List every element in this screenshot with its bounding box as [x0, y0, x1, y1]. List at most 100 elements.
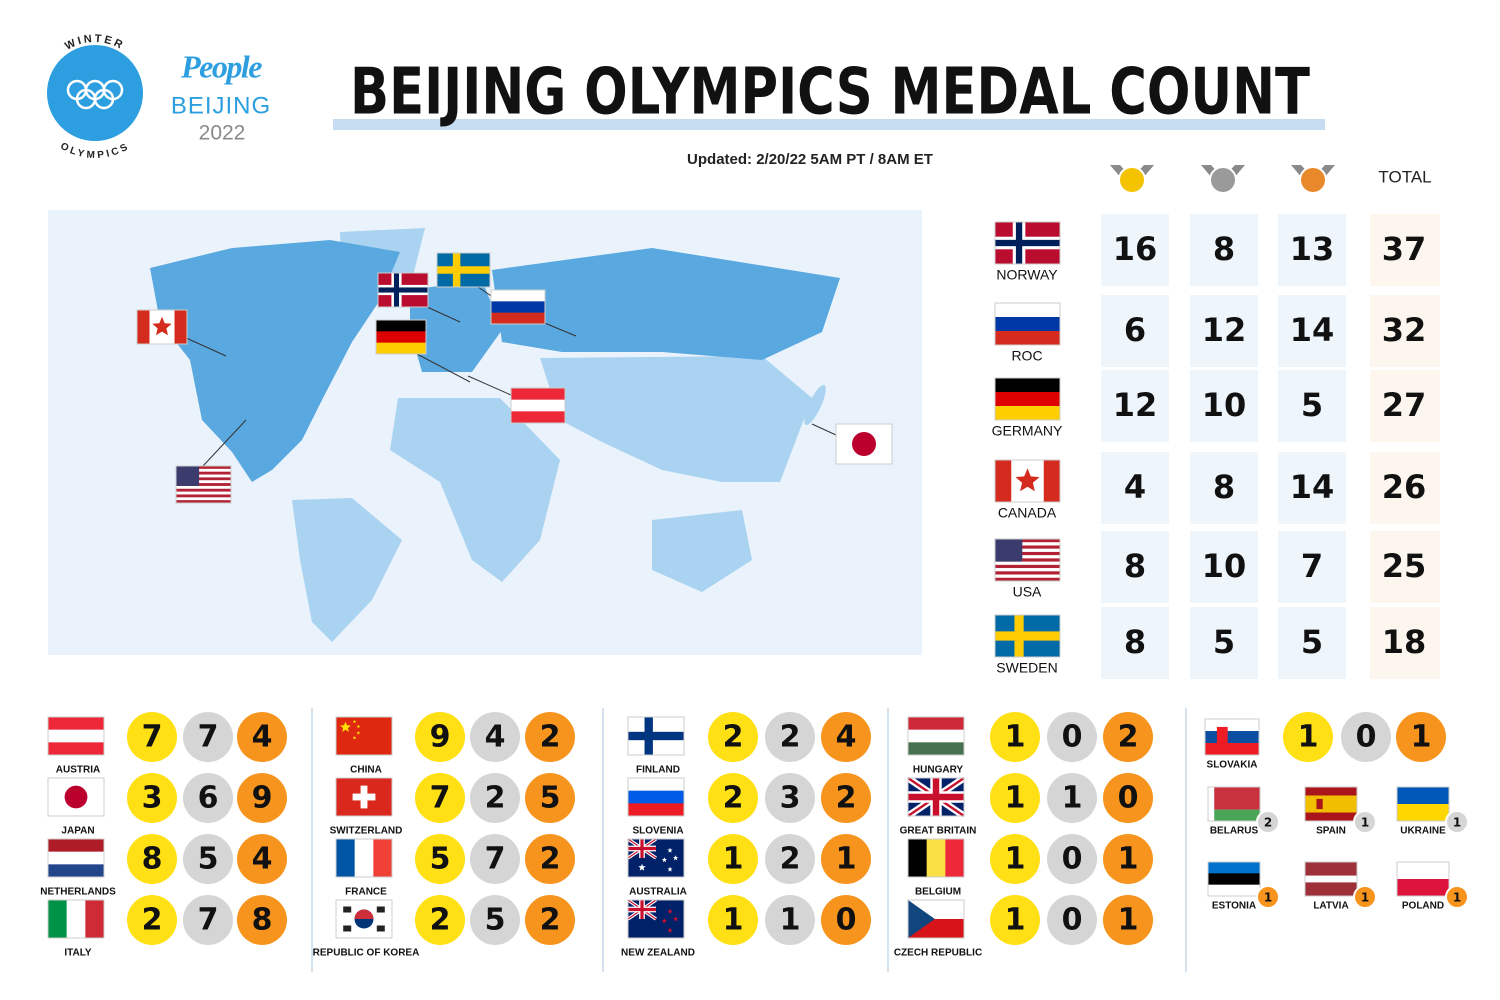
medal-cell — [1370, 607, 1440, 679]
gold-count: 2 — [723, 781, 744, 816]
flag-part — [638, 863, 646, 871]
flag-part — [376, 320, 426, 332]
bronze-badge — [1103, 834, 1153, 884]
flag-border — [994, 221, 1061, 265]
medal-cell — [1190, 607, 1258, 679]
flag-part — [995, 548, 1060, 553]
gold-badge — [127, 773, 177, 823]
flag-border — [175, 465, 232, 504]
flag-border — [335, 777, 393, 817]
flag-part — [352, 736, 357, 740]
flag-part — [176, 466, 200, 486]
flag-part — [995, 631, 1060, 641]
gold-count: 2 — [430, 903, 451, 938]
flag-part — [1397, 879, 1449, 897]
country-label: CZECH REPUBLIC — [894, 948, 982, 959]
flag-border — [335, 899, 393, 939]
flag-part — [628, 790, 684, 804]
bronze-count: 5 — [540, 781, 561, 816]
flag-part — [995, 317, 1060, 332]
silver-count: 0 — [1062, 903, 1083, 938]
bronze-count: 0 — [1118, 781, 1139, 816]
bronze-badge — [237, 834, 287, 884]
silver-count: 1 — [1453, 816, 1461, 830]
flag-border — [47, 899, 105, 939]
flag-border — [994, 377, 1061, 421]
flag-part — [995, 331, 1060, 346]
flag-part — [176, 497, 231, 501]
flag-part — [48, 864, 104, 878]
bronze-badge — [1103, 895, 1153, 945]
flag-border — [835, 423, 893, 465]
flag-part — [628, 778, 684, 791]
gold-count: 4 — [1124, 468, 1146, 506]
flag-part — [491, 301, 545, 313]
country-label: FINLAND — [636, 765, 680, 776]
gold-count: 5 — [430, 842, 451, 877]
flag-part — [176, 494, 231, 498]
silver-badge — [1256, 810, 1280, 834]
silver-count: 0 — [1062, 842, 1083, 877]
flag-border — [907, 777, 965, 817]
flag-part — [667, 908, 673, 914]
flag-part — [340, 721, 351, 732]
flag-part — [48, 742, 104, 756]
silver-count: 7 — [198, 903, 219, 938]
silver-count: 10 — [1202, 386, 1247, 424]
flag-part — [667, 866, 673, 872]
medal-cell — [1101, 452, 1169, 524]
flag-part — [174, 310, 187, 344]
flag-part — [176, 466, 231, 470]
flag-part — [176, 500, 231, 504]
flag-border — [994, 459, 1061, 503]
flag-part — [1397, 804, 1449, 822]
silver-count: 5 — [1213, 623, 1235, 661]
silver-badge — [183, 773, 233, 823]
medal-cell — [1101, 607, 1169, 679]
gold-count: 7 — [142, 720, 163, 755]
flag-part — [995, 564, 1060, 569]
silver-count: 5 — [198, 842, 219, 877]
bronze-count: 7 — [1301, 547, 1323, 585]
flag-part — [48, 851, 104, 865]
country-label: BELGIUM — [915, 887, 961, 898]
medal-cell — [1278, 452, 1346, 524]
flag-border — [907, 716, 965, 756]
dividers — [311, 708, 1187, 972]
flag-part — [376, 331, 426, 343]
country-label: NETHERLANDS — [40, 887, 116, 898]
gold-count: 1 — [1005, 720, 1026, 755]
bronze-count: 8 — [252, 903, 273, 938]
gold-badge — [415, 773, 465, 823]
flag-part — [373, 839, 393, 877]
flag-part — [908, 839, 927, 877]
bronze-badge — [237, 712, 287, 762]
flag-border — [47, 838, 105, 878]
flag-part — [1208, 884, 1260, 897]
flag-border — [335, 838, 393, 878]
city: BEIJING — [171, 92, 271, 119]
flag-part — [673, 916, 679, 922]
brand: People — [180, 48, 262, 84]
flag-part — [908, 900, 935, 938]
silver-badge — [1445, 810, 1469, 834]
flag-part — [176, 474, 231, 478]
medal-cell — [1101, 214, 1169, 286]
flag-part — [1397, 787, 1449, 805]
country-label: NEW ZEALAND — [621, 948, 695, 959]
flag-part — [356, 724, 361, 728]
silver-count: 1 — [780, 903, 801, 938]
flag-border — [627, 899, 685, 939]
flag-part — [343, 906, 352, 913]
gold-count: 8 — [1124, 547, 1146, 585]
bronze-count: 2 — [540, 903, 561, 938]
flag-part — [376, 342, 426, 355]
silver-badge — [765, 712, 815, 762]
flag-part — [176, 491, 231, 495]
medal-cell — [1370, 452, 1440, 524]
flag-part — [995, 574, 1060, 578]
bronze-count: 4 — [252, 842, 273, 877]
country-label: JAPAN — [61, 826, 94, 837]
bronze-count: 1 — [1411, 720, 1432, 755]
medal-ribbon — [1291, 165, 1335, 185]
